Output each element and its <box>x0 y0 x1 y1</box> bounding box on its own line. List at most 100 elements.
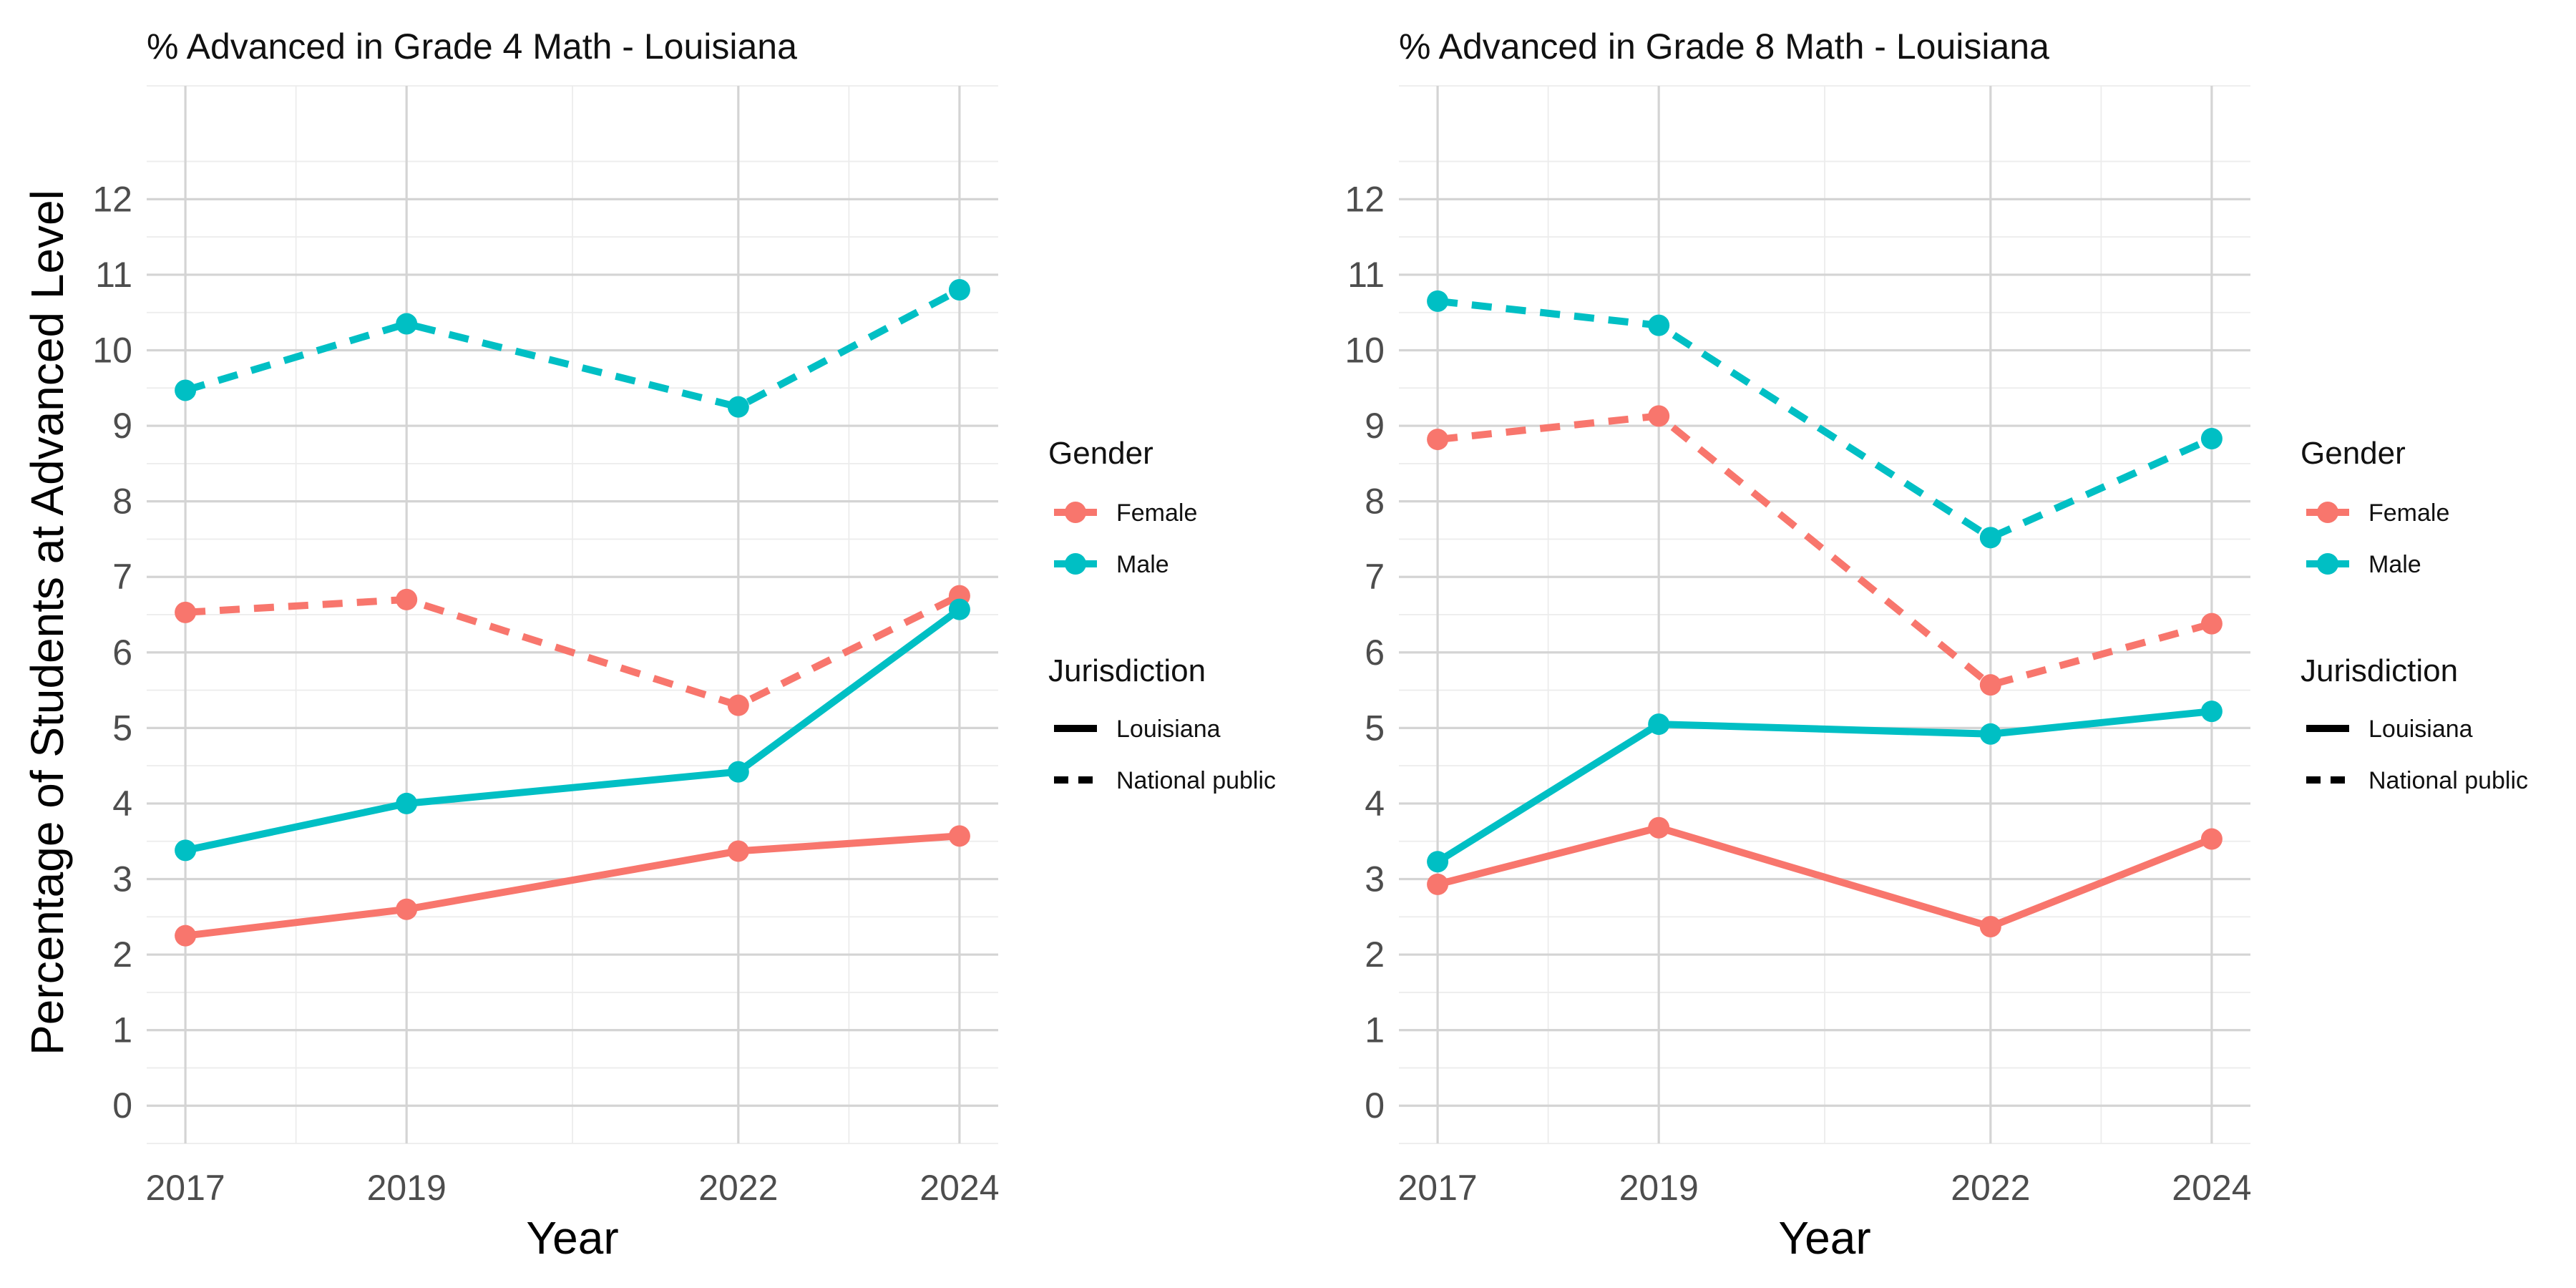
y-tick-label: 5 <box>112 708 132 748</box>
data-point-male-louisiana <box>2200 701 2223 723</box>
y-tick-label: 7 <box>112 557 132 597</box>
y-tick-label: 1 <box>112 1010 132 1050</box>
chart-title: % Advanced in Grade 4 Math - Louisiana <box>147 26 797 67</box>
y-tick-label: 9 <box>112 406 132 446</box>
data-point-female-national-public <box>727 694 749 716</box>
x-tick-label: 2017 <box>1397 1168 1477 1208</box>
legend-title-jurisdiction: Jurisdiction <box>2301 653 2458 688</box>
data-point-female-louisiana <box>1427 873 1449 895</box>
y-tick-label: 1 <box>1365 1010 1385 1050</box>
legend-label-male: Male <box>2368 551 2421 578</box>
y-tick-label: 4 <box>112 784 132 824</box>
data-point-male-national-public <box>175 379 197 401</box>
y-tick-label: 6 <box>112 633 132 673</box>
data-point-female-national-public <box>1979 674 2001 696</box>
y-tick-label: 5 <box>1365 708 1385 748</box>
y-tick-label: 2 <box>1365 935 1385 975</box>
data-point-female-national-public <box>1648 405 1670 427</box>
data-point-male-louisiana <box>396 792 418 814</box>
y-tick-label: 3 <box>112 859 132 899</box>
y-tick-label: 3 <box>1365 859 1385 899</box>
data-point-female-louisiana <box>727 840 749 862</box>
series-line-female-national-public <box>1437 412 2213 689</box>
legend-title-gender: Gender <box>2301 436 2406 471</box>
x-tick-label: 2024 <box>2172 1168 2251 1208</box>
legend-title-jurisdiction: Jurisdiction <box>1048 653 1206 688</box>
data-point-male-louisiana <box>727 761 749 783</box>
x-tick-label: 2017 <box>145 1168 225 1208</box>
legend-label-national-public: National public <box>2368 767 2528 794</box>
data-point-male-national-public <box>396 313 418 335</box>
series-line-female-national-public <box>185 592 962 709</box>
data-point-male-national-public <box>1979 527 2001 549</box>
data-point-female-national-public <box>396 588 418 610</box>
data-point-male-national-public <box>1648 314 1670 336</box>
data-point-male-national-public <box>2200 428 2223 450</box>
y-tick-label: 10 <box>92 331 132 371</box>
legend-key-point <box>1065 502 1086 523</box>
data-point-female-louisiana <box>948 825 970 847</box>
x-tick-label: 2019 <box>1619 1168 1699 1208</box>
data-point-male-national-public <box>948 279 970 301</box>
series-line-male-louisiana <box>185 606 962 854</box>
y-tick-label: 0 <box>1365 1085 1385 1126</box>
data-point-male-louisiana <box>1648 713 1670 736</box>
legend-key-point <box>1065 553 1086 575</box>
legend-key-point <box>2317 553 2338 575</box>
data-point-female-louisiana <box>396 898 418 920</box>
gridlines <box>1399 85 2250 1144</box>
data-point-female-national-public <box>2200 613 2223 635</box>
series-line-male-national-public <box>1437 297 2213 542</box>
data-point-male-national-public <box>1427 290 1449 312</box>
data-point-female-national-public <box>1427 429 1449 451</box>
series-line-female-louisiana <box>185 832 960 940</box>
data-point-female-louisiana <box>175 924 197 947</box>
y-tick-label: 0 <box>112 1085 132 1126</box>
data-point-male-louisiana <box>1427 851 1449 873</box>
legend-label-national-public: National public <box>1116 767 1276 794</box>
x-tick-label: 2022 <box>1951 1168 2030 1208</box>
data-point-female-louisiana <box>1979 916 2001 938</box>
legend-label-louisiana: Louisiana <box>1116 716 1221 743</box>
y-tick-label: 10 <box>1345 331 1385 371</box>
y-tick-label: 11 <box>1347 255 1385 295</box>
legend-label-female: Female <box>2368 499 2449 527</box>
y-tick-label: 12 <box>1345 179 1385 219</box>
y-tick-label: 6 <box>1365 633 1385 673</box>
y-tick-label: 12 <box>92 179 132 219</box>
x-tick-label: 2022 <box>698 1168 778 1208</box>
y-axis-title: Percentage of Students at Advanced Level <box>21 190 73 1055</box>
y-tick-label: 4 <box>1365 784 1385 824</box>
legend-title-gender: Gender <box>1048 436 1153 471</box>
data-point-male-louisiana <box>175 839 197 862</box>
chart-title: % Advanced in Grade 8 Math - Louisiana <box>1399 26 2049 67</box>
y-tick-label: 9 <box>1365 406 1385 446</box>
series-line-female-louisiana <box>1436 824 2213 930</box>
data-point-female-louisiana <box>2200 828 2223 850</box>
x-axis-title: Year <box>526 1212 618 1264</box>
y-tick-label: 7 <box>1365 557 1385 597</box>
y-tick-label: 11 <box>95 255 132 295</box>
data-point-male-louisiana <box>948 598 970 620</box>
y-tick-label: 2 <box>112 935 132 975</box>
data-point-male-louisiana <box>1979 723 2001 745</box>
data-point-female-national-public <box>175 601 197 623</box>
x-axis-title: Year <box>1778 1212 1870 1264</box>
legend-key-point <box>2317 502 2338 523</box>
data-point-female-louisiana <box>1648 816 1670 839</box>
legend-label-male: Male <box>1116 551 1169 578</box>
x-tick-label: 2019 <box>367 1168 447 1208</box>
y-tick-label: 8 <box>1365 482 1385 522</box>
legend-label-louisiana: Louisiana <box>2368 716 2473 743</box>
grade8-legend: Gender Female Male Jurisdiction Louisiana Nat… <box>2301 436 2528 794</box>
data-point-male-national-public <box>727 396 749 418</box>
grade4-legend: Gender Female Male Jurisdiction Louisiana Nat… <box>1048 436 1276 794</box>
legend-label-female: Female <box>1116 499 1197 527</box>
x-tick-label: 2024 <box>919 1168 999 1208</box>
series-line-male-national-public <box>184 286 962 411</box>
y-tick-label: 8 <box>112 482 132 522</box>
